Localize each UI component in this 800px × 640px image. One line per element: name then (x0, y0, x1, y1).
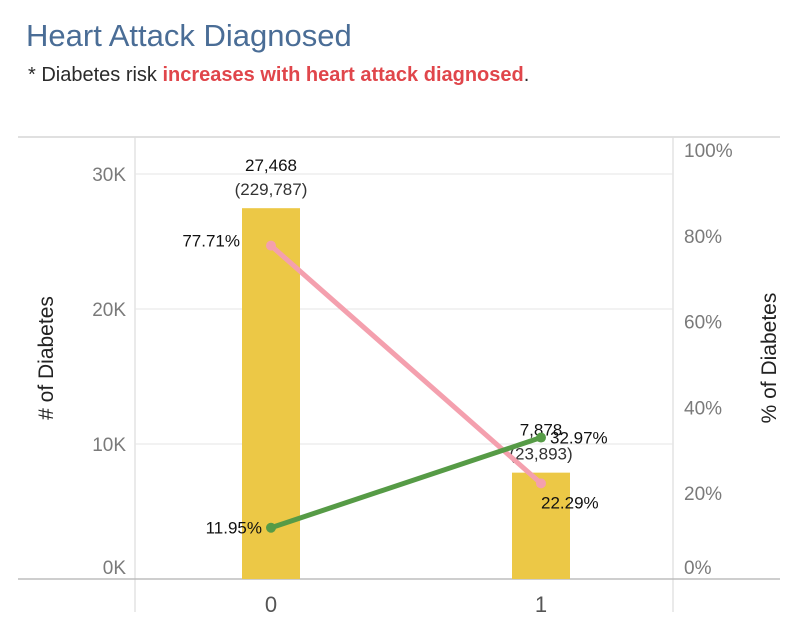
chart-title: Heart Attack Diagnosed (26, 18, 352, 53)
x-tick-label: 1 (535, 592, 547, 617)
x-tick-label: 0 (265, 592, 277, 617)
subtitle-prefix: * Diabetes risk (28, 64, 163, 86)
green-series-point (266, 522, 276, 533)
pink-series-point (266, 240, 276, 251)
green-series-line (268, 435, 544, 531)
left-tick-label: 20K (92, 300, 126, 321)
chart-subtitle: * Diabetes risk increases with heart att… (28, 64, 529, 87)
subtitle-highlight: increases with heart attack diagnosed (162, 64, 524, 86)
right-tick-label: 0% (684, 558, 712, 579)
subtitle-suffix: . (523, 64, 530, 86)
left-tick-label: 30K (92, 165, 126, 186)
left-tick-label: 10K (92, 435, 126, 456)
bar-value-label: 7,878 (520, 421, 563, 440)
green-series-point (536, 432, 546, 443)
pink-series-point (536, 478, 546, 489)
pink-point-label: 77.71% (182, 232, 240, 251)
right-tick-label: 80% (684, 227, 722, 248)
bar-value-label: 27,468 (245, 156, 297, 175)
bar-total-label: (229,787) (235, 180, 308, 199)
right-tick-label: 100% (684, 141, 733, 162)
left-axis-title: # of Diabetes (35, 296, 58, 420)
green-point-label: 32.97% (550, 429, 608, 448)
right-tick-label: 60% (684, 313, 722, 334)
right-axis-title: % of Diabetes (758, 293, 781, 424)
bar-0 (242, 208, 300, 579)
green-point-label: 11.95% (206, 519, 262, 538)
right-tick-label: 40% (684, 398, 722, 419)
bar-total-label: (23,893) (509, 445, 572, 464)
right-tick-label: 20% (684, 484, 722, 505)
pink-point-label: 22.29% (541, 493, 599, 512)
pink-series-line (268, 243, 544, 486)
left-tick-label: 0K (103, 558, 127, 579)
bar-1 (512, 472, 570, 579)
